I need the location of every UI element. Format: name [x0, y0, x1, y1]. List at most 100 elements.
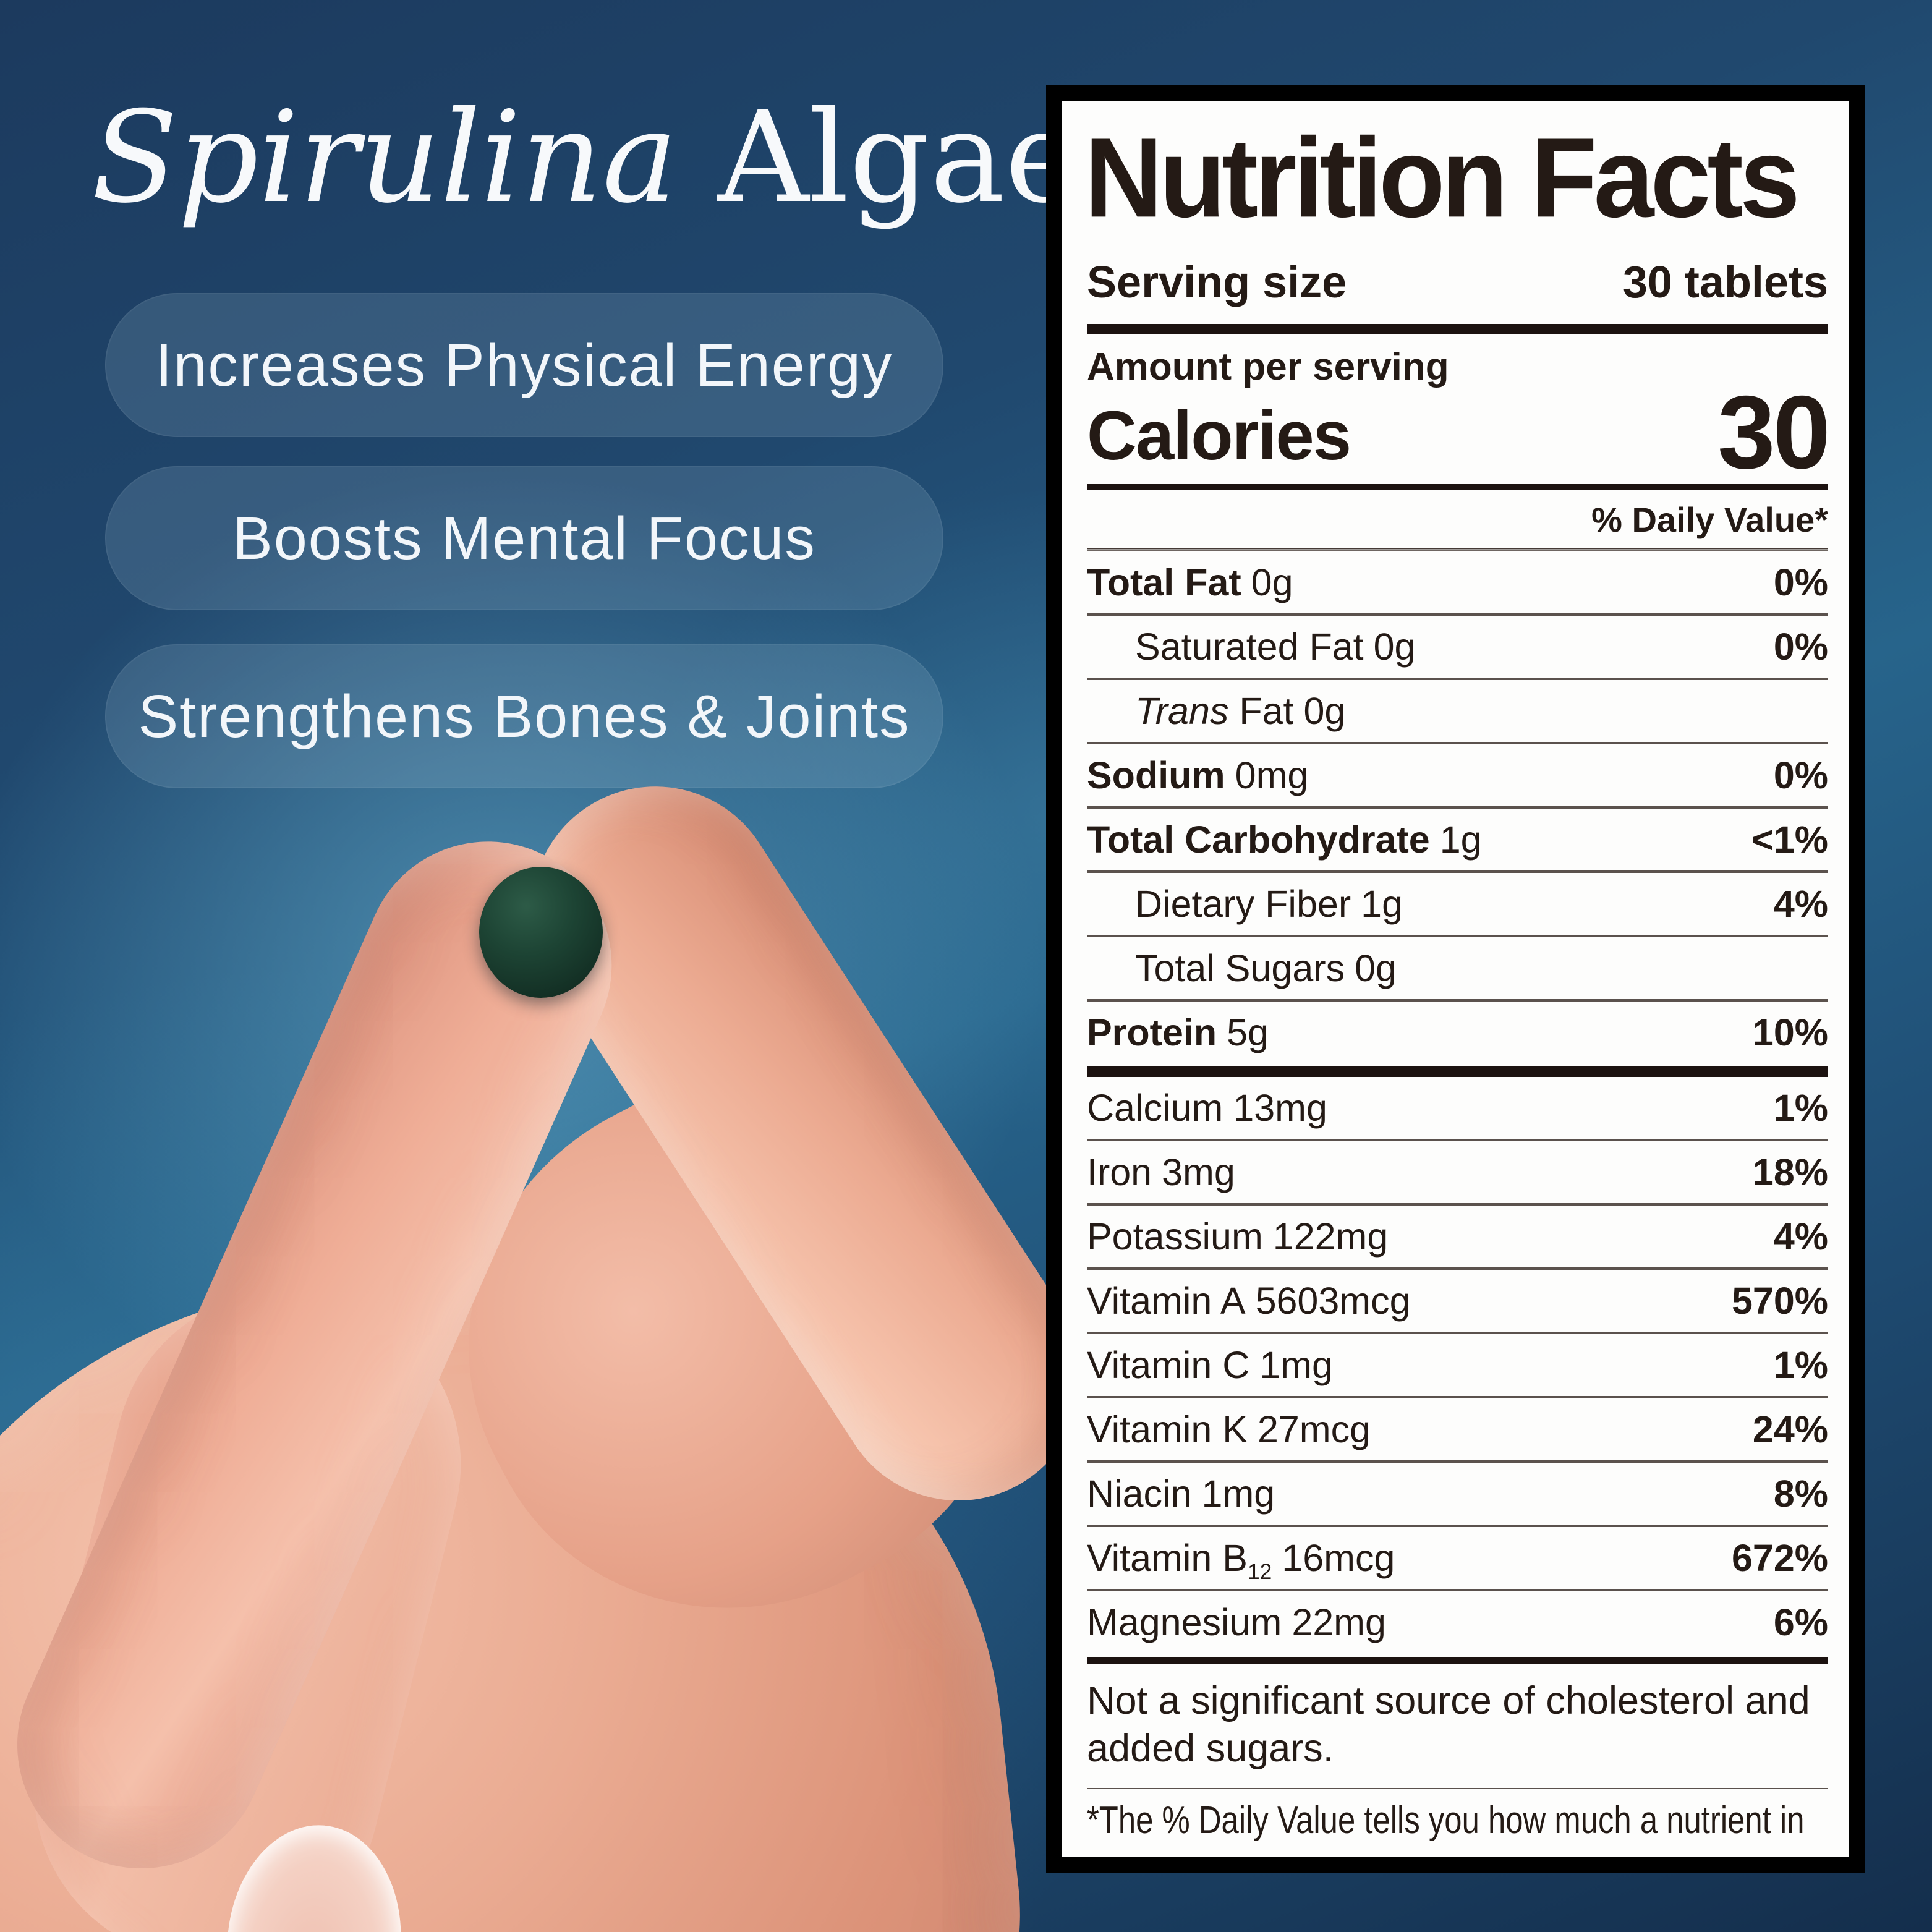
nutrient-amount: 0g — [1303, 689, 1346, 732]
nutrient-amount: 122mg — [1272, 1215, 1389, 1258]
benefit-pill-energy: Increases Physical Energy — [105, 293, 943, 437]
nutrient-daily-value: 1% — [1773, 1087, 1828, 1130]
nutrient-name: Saturated Fat 0g — [1135, 625, 1416, 668]
nutrient-row: Vitamin C 1mg 1% — [1087, 1332, 1828, 1396]
nutrient-daily-value: 570% — [1731, 1280, 1828, 1322]
nutrient-name: Vitamin K 27mcg — [1087, 1408, 1371, 1451]
nutrition-facts-heading: Nutrition Facts — [1084, 115, 1800, 241]
footnote-rule — [1087, 1788, 1828, 1789]
nutrient-amount: 0g — [1251, 561, 1293, 603]
amount-per-serving-label: Amount per serving — [1087, 346, 1449, 389]
nutrient-row: Total Fat 0g 0% — [1087, 551, 1828, 613]
thick-rule — [1087, 1065, 1828, 1078]
serving-size-row: Serving size 30 tablets — [1087, 255, 1828, 324]
nutrient-row: Niacin 1mg 8% — [1087, 1460, 1828, 1525]
thick-rule — [1087, 483, 1828, 490]
calories-label: Calories — [1087, 396, 1351, 474]
nutrient-amount: 1g — [1361, 882, 1403, 925]
nutrient-amount: 1g — [1439, 818, 1482, 861]
nutrition-facts-panel: Nutrition Facts Serving size 30 tablets … — [1062, 101, 1849, 1857]
nutrient-name: Dietary Fiber 1g — [1135, 882, 1403, 925]
page-title-italic: Spirulina — [91, 85, 678, 231]
nutrient-row: Protein 5g 10% — [1087, 998, 1828, 1063]
nutrient-name: Iron 3mg — [1087, 1151, 1235, 1194]
nutrient-name: Niacin 1mg — [1087, 1473, 1275, 1515]
benefit-pill-label: Increases Physical Energy — [155, 331, 893, 399]
nutrient-amount: 1mg — [1201, 1473, 1275, 1515]
nutrient-daily-value: 4% — [1773, 1215, 1828, 1258]
nutrition-facts-label: Nutrition Facts Serving size 30 tablets … — [1046, 85, 1865, 1873]
nutrient-name: Vitamin B12 16mcg — [1087, 1537, 1395, 1585]
nutrient-amount: 27mcg — [1257, 1408, 1371, 1451]
nutrient-daily-value: 24% — [1752, 1408, 1828, 1451]
nutrient-row: Iron 3mg 18% — [1087, 1139, 1828, 1203]
nutrient-daily-value: 8% — [1773, 1473, 1828, 1515]
nutrient-name: Total Sugars 0g — [1135, 947, 1397, 989]
nutrient-row: Calcium 13mg 1% — [1087, 1077, 1828, 1139]
nutrient-row: Vitamin B12 16mcg 672% — [1087, 1525, 1828, 1589]
nutrient-daily-value: 6% — [1773, 1601, 1828, 1644]
nutrient-name: Potassium 122mg — [1087, 1215, 1389, 1258]
thick-rule — [1087, 324, 1828, 334]
nutrient-name: Trans Fat 0g — [1135, 689, 1346, 732]
nutrient-row: Magnesium 22mg 6% — [1087, 1589, 1828, 1653]
serving-size-label: Serving size — [1087, 258, 1347, 307]
nutrient-amount: 5g — [1227, 1011, 1269, 1053]
nutrient-daily-value: <1% — [1751, 818, 1828, 861]
nutrient-row: Total Sugars 0g — [1087, 934, 1828, 999]
nutrient-daily-value: 0% — [1773, 754, 1828, 796]
nutrient-row: Vitamin A 5603mcg 570% — [1087, 1267, 1828, 1332]
page-title: Spirulina Algae — [91, 79, 1079, 237]
not-significant-note: Not a significant source of cholesterol … — [1087, 1679, 1810, 1770]
benefit-pill-bones: Strengthens Bones & Joints — [105, 644, 943, 788]
nutrient-name: Sodium 0mg — [1087, 754, 1309, 796]
nutrient-row: Trans Fat 0g — [1087, 677, 1828, 742]
nutrient-name: Magnesium 22mg — [1087, 1601, 1386, 1644]
nutrient-amount: 3mg — [1162, 1151, 1235, 1194]
nutrient-amount: 0g — [1355, 947, 1397, 989]
daily-value-header: % Daily Value* — [1591, 500, 1828, 540]
nutrient-row: Saturated Fat 0g 0% — [1087, 613, 1828, 678]
nutrient-rows: Total Fat 0g 0% Saturated Fat 0g 0% Trans Fat 0… — [1087, 551, 1828, 1063]
page-title-regular: Algae — [677, 85, 1080, 231]
footnote-wrap: *The % Daily Value tells you how much a … — [1087, 1789, 1828, 1845]
nutrient-name: Vitamin A 5603mcg — [1087, 1280, 1411, 1322]
nutrient-daily-value: 672% — [1731, 1537, 1828, 1580]
calories-value: 30 — [1717, 374, 1831, 491]
benefit-pill-label: Boosts Mental Focus — [232, 504, 816, 572]
micronutrient-rows: Calcium 13mg 1% Iron 3mg 18% Potassium 122mg 4% V… — [1087, 1077, 1828, 1653]
nutrient-row: Sodium 0mg 0% — [1087, 741, 1828, 806]
nutrient-daily-value: 4% — [1773, 882, 1828, 925]
nutrient-daily-value: 10% — [1752, 1011, 1828, 1053]
nutrient-amount: 1mg — [1259, 1344, 1333, 1387]
nutrient-daily-value: 0% — [1773, 561, 1828, 603]
nutrient-amount: 16mcg — [1282, 1537, 1395, 1580]
benefit-pill-focus: Boosts Mental Focus — [105, 466, 943, 610]
benefit-pill-label: Strengthens Bones & Joints — [138, 682, 911, 750]
nutrient-name: Vitamin C 1mg — [1087, 1344, 1333, 1387]
spirulina-tablet — [479, 867, 603, 998]
nutrient-row: Vitamin K 27mcg 24% — [1087, 1396, 1828, 1460]
nutrient-amount: 13mg — [1233, 1087, 1327, 1130]
nutrient-row: Potassium 122mg 4% — [1087, 1203, 1828, 1267]
calories-row: Calories 30 — [1087, 374, 1831, 491]
nutrient-amount: 0g — [1373, 625, 1416, 668]
daily-value-footnote: *The % Daily Value tells you how much a … — [1087, 1798, 1805, 1845]
nutrient-name: Calcium 13mg — [1087, 1087, 1327, 1130]
nutrient-amount: 22mg — [1292, 1601, 1386, 1644]
nutrient-name: Total Carbohydrate 1g — [1087, 818, 1482, 861]
double-rule — [1087, 548, 1828, 551]
nutrient-name: Protein 5g — [1087, 1011, 1269, 1053]
nutrient-row: Dietary Fiber 1g 4% — [1087, 870, 1828, 935]
nutrient-daily-value: 1% — [1773, 1344, 1828, 1387]
nutrient-amount: 5603mcg — [1255, 1280, 1411, 1322]
nutrient-name: Total Fat 0g — [1087, 561, 1293, 603]
thick-rule — [1087, 1657, 1828, 1664]
nutrient-daily-value: 0% — [1773, 625, 1828, 668]
nutrient-daily-value: 18% — [1752, 1151, 1828, 1194]
serving-size-value: 30 tablets — [1622, 258, 1828, 307]
nutrient-row: Total Carbohydrate 1g <1% — [1087, 806, 1828, 870]
nutrient-amount: 0mg — [1235, 754, 1309, 796]
